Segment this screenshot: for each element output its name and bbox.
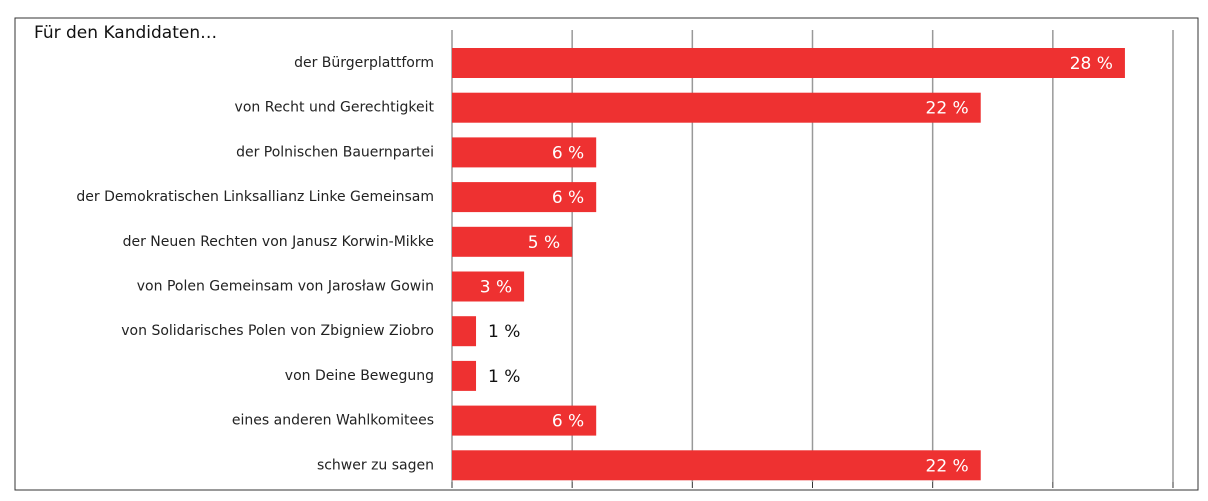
value-label: 1 % (488, 367, 520, 387)
value-label: 3 % (480, 278, 512, 298)
y-tick-label: der Demokratischen Linksallianz Linke Ge… (76, 189, 434, 205)
bar (452, 92, 981, 123)
bar (452, 316, 477, 347)
y-tick-label: eines anderen Wahlkomitees (232, 413, 434, 429)
bar (452, 271, 525, 302)
bar (452, 48, 1125, 78)
y-tick-label: von Recht und Gerechtigkeit (235, 100, 435, 116)
y-tick-label: der Neuen Rechten von Janusz Korwin-Mikk… (123, 234, 434, 250)
value-label: 1 % (488, 322, 520, 342)
value-label: 6 % (552, 412, 584, 432)
y-tick-label: der Bürgerplattform (294, 55, 434, 71)
bar (452, 405, 597, 436)
value-label: 6 % (552, 143, 584, 163)
value-label: 22 % (926, 99, 969, 119)
bar (452, 182, 597, 213)
value-label: 28 % (1070, 54, 1113, 74)
bar (452, 226, 573, 257)
y-tick-label: von Deine Bewegung (285, 368, 434, 384)
bar (452, 450, 981, 481)
y-tick-label: von Polen Gemeinsam von Jarosław Gowin (137, 279, 434, 295)
frame (14, 17, 1199, 491)
y-tick-label: der Polnischen Bauernpartei (236, 144, 434, 160)
bar (452, 360, 477, 391)
y-tick-label: von Solidarisches Polen von Zbigniew Zio… (121, 323, 434, 339)
value-label: 6 % (552, 188, 584, 208)
y-tick-label: schwer zu sagen (317, 457, 434, 473)
value-label: 5 % (528, 233, 560, 253)
chart-title: Für den Kandidaten… (34, 23, 217, 43)
bar (452, 137, 597, 168)
value-label: 22 % (926, 456, 969, 476)
